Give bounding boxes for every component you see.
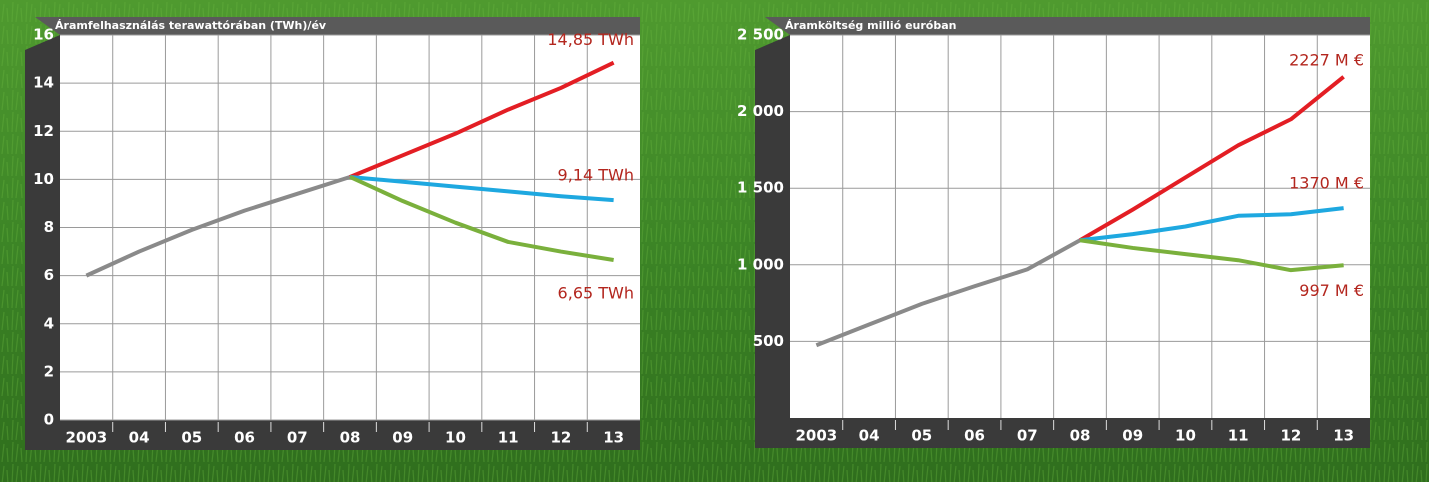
y-tick-label: 1 500 bbox=[737, 179, 784, 197]
y-tick-label: 14 bbox=[33, 74, 54, 92]
x-tick-label: 10 bbox=[445, 429, 466, 447]
series-line bbox=[349, 174, 614, 203]
x-tick-label: 11 bbox=[498, 429, 519, 447]
x-tick-label: 09 bbox=[392, 429, 413, 447]
x-tick-label: 04 bbox=[129, 429, 150, 447]
value-label: 1370 M € bbox=[1289, 174, 1364, 193]
y-tick-label: 12 bbox=[33, 122, 54, 140]
y-tick-label: 2 500 bbox=[737, 26, 784, 44]
series-line bbox=[1079, 206, 1344, 243]
series-line bbox=[815, 238, 1081, 348]
x-tick-label: 05 bbox=[181, 429, 202, 447]
y-tick-label: 10 bbox=[33, 170, 54, 188]
x-tick-label: 13 bbox=[1333, 427, 1354, 445]
series-line bbox=[1078, 75, 1345, 243]
series-line bbox=[349, 175, 614, 262]
y-tick-label: 2 bbox=[44, 362, 54, 380]
y-tick-label: 4 bbox=[44, 314, 54, 332]
x-tick-label: 08 bbox=[1070, 427, 1091, 445]
value-label: 9,14 TWh bbox=[558, 166, 634, 185]
value-label: 6,65 TWh bbox=[558, 283, 634, 302]
series-line bbox=[85, 175, 351, 278]
x-tick-label: 12 bbox=[1280, 427, 1301, 445]
x-tick-label: 08 bbox=[340, 429, 361, 447]
y-tick-label: 2 000 bbox=[737, 102, 784, 120]
x-tick-label: 09 bbox=[1122, 427, 1143, 445]
value-label: 997 M € bbox=[1299, 281, 1364, 300]
x-tick-label: 11 bbox=[1228, 427, 1249, 445]
x-tick-label: 05 bbox=[911, 427, 932, 445]
x-tick-label: 04 bbox=[859, 427, 880, 445]
series-line bbox=[1079, 238, 1344, 273]
x-tick-label: 2003 bbox=[795, 427, 837, 445]
y-tick-label: 16 bbox=[33, 26, 54, 44]
y-tick-label: 0 bbox=[44, 411, 54, 429]
header-bar bbox=[765, 17, 1370, 35]
value-label: 2227 M € bbox=[1289, 50, 1364, 69]
chart-title: Áramköltség millió euróban bbox=[785, 19, 956, 32]
x-tick-label: 10 bbox=[1175, 427, 1196, 445]
y-tick-label: 8 bbox=[44, 218, 54, 236]
series-line bbox=[349, 60, 615, 179]
y-tick-label: 1 000 bbox=[737, 255, 784, 273]
y-tick-label: 6 bbox=[44, 266, 54, 284]
plot-area bbox=[790, 35, 1370, 418]
x-tick-label: 12 bbox=[550, 429, 571, 447]
x-tick-label: 06 bbox=[964, 427, 985, 445]
x-tick-label: 06 bbox=[234, 429, 255, 447]
x-tick-label: 2003 bbox=[65, 429, 107, 447]
value-label: 14,85 TWh bbox=[547, 30, 634, 49]
header-bar bbox=[35, 17, 640, 35]
x-tick-label: 07 bbox=[287, 429, 308, 447]
y-tick-label: 500 bbox=[753, 332, 784, 350]
chart-title: Áramfelhasználás terawattórában (TWh)/év bbox=[55, 19, 327, 32]
x-tick-label: 13 bbox=[603, 429, 624, 447]
x-tick-label: 07 bbox=[1017, 427, 1038, 445]
